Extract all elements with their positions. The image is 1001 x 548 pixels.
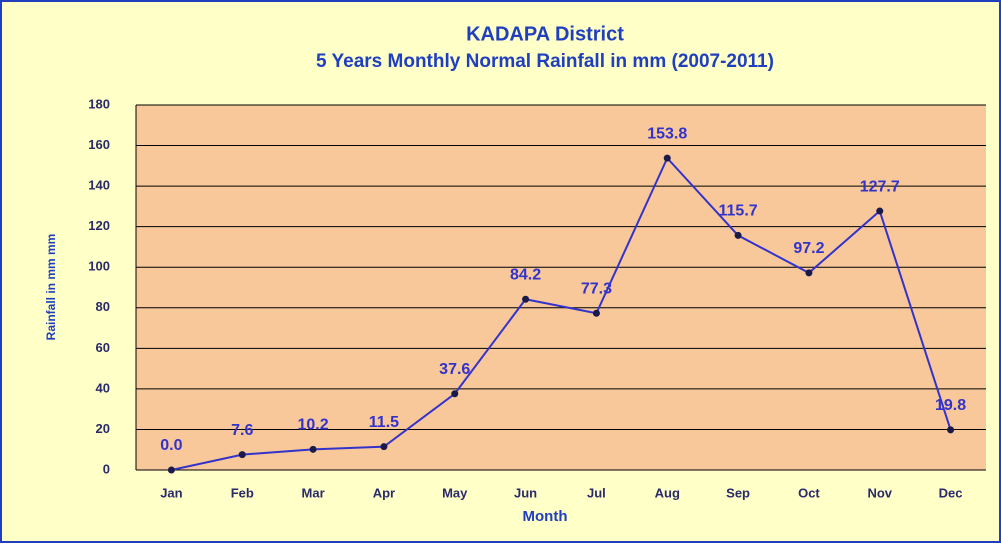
data-point (663, 154, 671, 162)
data-label: 153.8 (647, 125, 687, 142)
data-point (734, 231, 742, 239)
data-point (309, 445, 317, 453)
data-label: 0.0 (160, 437, 182, 454)
x-tick-label: Nov (867, 485, 892, 500)
y-tick-label: 100 (88, 259, 110, 274)
data-label: 19.8 (935, 397, 966, 414)
data-point (167, 466, 175, 474)
data-point (805, 269, 813, 277)
x-tick-label: Oct (798, 485, 820, 500)
x-tick-label: May (442, 485, 468, 500)
y-tick-label: 160 (88, 137, 110, 152)
data-line (171, 156, 952, 471)
y-tick-label: 0 (103, 461, 110, 476)
data-point (947, 426, 955, 434)
data-point (522, 295, 530, 303)
y-tick-label: 20 (96, 421, 110, 436)
data-point (451, 390, 459, 398)
data-label: 11.5 (369, 414, 399, 431)
plot-area (136, 105, 986, 470)
y-tick-label: 140 (88, 178, 110, 193)
data-point (380, 443, 388, 451)
data-label: 37.6 (439, 361, 470, 378)
data-point (592, 309, 600, 317)
data-label: 7.6 (231, 422, 253, 439)
data-point (238, 451, 246, 459)
x-tick-label: Mar (302, 485, 325, 500)
x-tick-label: Feb (231, 485, 254, 500)
y-tick-label: 40 (96, 380, 110, 395)
y-axis-label: Rainfall in mm mm (44, 234, 58, 341)
x-tick-label: Jun (514, 485, 537, 500)
x-tick-label: Jul (587, 485, 606, 500)
data-label: 97.2 (793, 240, 824, 257)
data-label: 77.3 (581, 280, 612, 297)
y-tick-label: 80 (96, 299, 110, 314)
chart-title: KADAPA District (466, 23, 624, 45)
data-label: 10.2 (298, 417, 329, 434)
x-axis-label: Month (523, 508, 568, 525)
chart-subtitle: 5 Years Monthly Normal Rainfall in mm (2… (316, 51, 774, 72)
y-tick-label: 60 (96, 340, 110, 355)
y-tick-label: 180 (88, 96, 110, 111)
data-point (876, 207, 884, 215)
x-tick-label: Jan (160, 485, 182, 500)
data-label: 127.7 (860, 178, 900, 195)
x-tick-label: Sep (726, 485, 750, 500)
y-tick-label: 120 (88, 218, 110, 233)
data-label: 84.2 (510, 266, 541, 283)
x-tick-label: Dec (939, 485, 963, 500)
data-label: 115.7 (719, 203, 758, 220)
x-tick-label: Apr (373, 485, 395, 500)
x-tick-label: Aug (655, 485, 680, 500)
